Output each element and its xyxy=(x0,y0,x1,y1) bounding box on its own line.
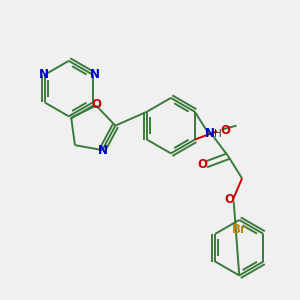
Text: N: N xyxy=(205,128,215,140)
Text: N: N xyxy=(39,68,49,81)
Text: O: O xyxy=(197,158,207,171)
Text: N: N xyxy=(90,68,100,81)
Text: H: H xyxy=(214,129,221,139)
Text: O: O xyxy=(225,193,235,206)
Text: O: O xyxy=(220,124,230,137)
Text: O: O xyxy=(91,98,101,111)
Text: Br: Br xyxy=(232,223,247,236)
Text: N: N xyxy=(98,144,108,157)
